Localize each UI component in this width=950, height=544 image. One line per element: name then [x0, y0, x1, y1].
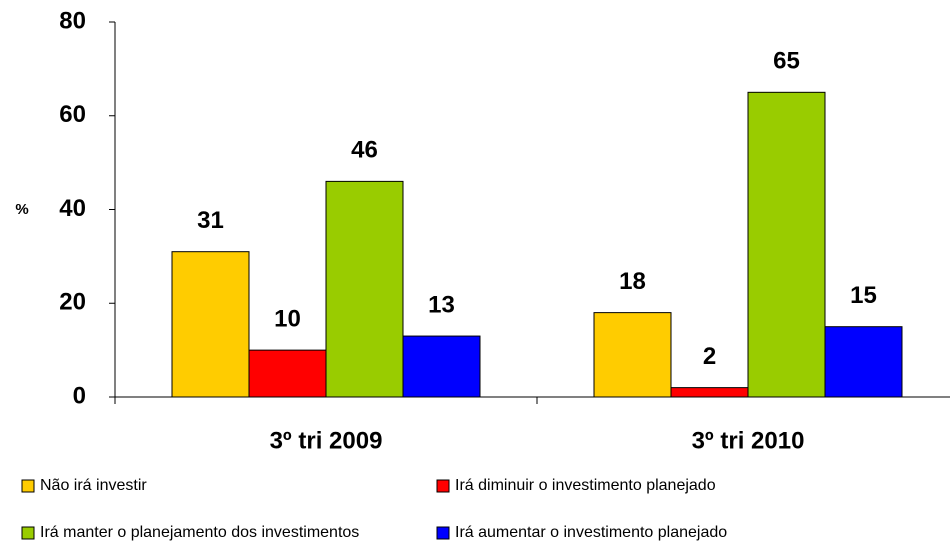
legend-label: Irá manter o planejamento dos investimen… [40, 524, 359, 541]
data-label: 2 [703, 343, 716, 370]
y-tick-label: 80 [59, 7, 86, 34]
data-label: 10 [274, 305, 301, 332]
bar [747, 91, 826, 398]
data-label: 46 [351, 137, 378, 164]
x-tick-label: 3º tri 2010 [692, 427, 805, 454]
y-tick-label: 0 [73, 382, 86, 409]
data-label: 15 [850, 282, 877, 309]
bar [402, 335, 481, 398]
y-tick-label: 40 [59, 195, 86, 222]
legend-swatch [436, 479, 450, 493]
y-axis-label: % [15, 201, 28, 218]
y-tick-label: 20 [59, 289, 86, 316]
legend-swatch [21, 479, 35, 493]
legend-swatch [21, 526, 35, 540]
bar [171, 251, 250, 398]
legend-swatch [436, 526, 450, 540]
bar [593, 312, 672, 398]
bar [824, 326, 903, 398]
data-label: 13 [428, 291, 455, 318]
y-tick-label: 60 [59, 101, 86, 128]
legend-label: Irá aumentar o investimento planejado [455, 524, 727, 541]
data-label: 18 [619, 268, 646, 295]
legend-label: Irá diminuir o investimento planejado [455, 477, 716, 494]
bar [325, 180, 404, 398]
bar [248, 349, 327, 398]
data-label: 31 [197, 207, 224, 234]
x-tick-label: 3º tri 2009 [270, 427, 383, 454]
legend-label: Não irá investir [40, 477, 147, 494]
data-label: 65 [773, 48, 800, 75]
bar [670, 387, 749, 398]
